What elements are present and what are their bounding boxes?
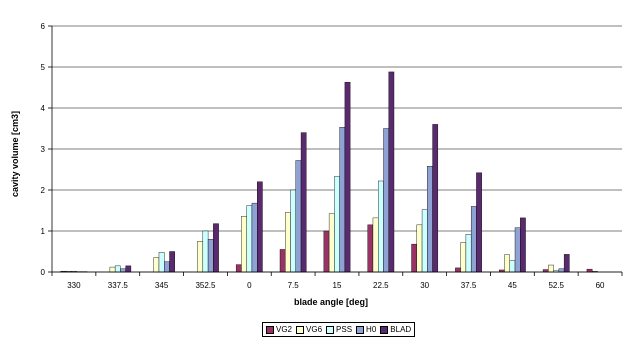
legend-swatch-pss [326, 325, 335, 334]
bar-BLAD-15 [344, 81, 351, 273]
bar-VG6-45 [504, 254, 510, 273]
bar-PSS-7.5 [290, 189, 296, 273]
x-tick-label-345: 345 [155, 281, 169, 290]
bar-VG2-7.5 [279, 249, 286, 273]
legend-item-pss: PSS [326, 325, 352, 334]
bar-H0-37.5 [470, 206, 477, 273]
x-tick-label-15: 15 [333, 281, 342, 290]
x-tick-label-37.5: 37.5 [461, 281, 477, 290]
bar-PSS-345 [158, 252, 165, 273]
bar-VG6-352.5 [197, 241, 204, 273]
bar-VG6-52.5 [548, 264, 554, 273]
bars [60, 71, 598, 273]
bar-BLAD-0 [257, 181, 263, 273]
x-tick-label-52.5: 52.5 [548, 281, 564, 290]
bar-PSS-30 [421, 209, 428, 273]
x-tick-label-337.5: 337.5 [108, 281, 129, 290]
legend-item-h0: H0 [356, 325, 376, 334]
y-tick-label-2: 2 [41, 186, 46, 195]
legend: VG2 VG6 PSS H0 BLAD [262, 322, 416, 337]
x-tick-label-60: 60 [596, 281, 605, 290]
bar-VG6-0 [241, 216, 247, 273]
bar-H0-337.5 [120, 268, 126, 273]
bar-H0-15 [339, 127, 346, 273]
bar-VG6-337.5 [109, 266, 116, 273]
x-tick-label-330: 330 [67, 281, 81, 290]
y-tick-label-1: 1 [41, 227, 46, 236]
x-tick-label-352.5: 352.5 [195, 281, 216, 290]
legend-swatch-vg6 [296, 325, 305, 334]
bar-VG2-22.5 [367, 224, 374, 273]
x-tick-label-45: 45 [508, 281, 517, 290]
bar-VG6-345 [153, 257, 160, 273]
legend-label-blad: BLAD [390, 325, 412, 334]
bar-VG2-60 [586, 268, 593, 273]
bar-PSS-337.5 [114, 265, 121, 273]
bar-H0-30 [427, 166, 433, 273]
y-tick-label-6: 6 [41, 22, 46, 31]
bar-VG6-37.5 [460, 242, 467, 273]
x-tick-label-22.5: 22.5 [373, 281, 389, 290]
bar-BLAD-52.5 [563, 254, 570, 273]
bar-BLAD-22.5 [388, 71, 395, 273]
x-tick-label-30: 30 [420, 281, 429, 290]
bar-BLAD-7.5 [300, 132, 307, 273]
legend-label-vg2: VG2 [276, 325, 293, 334]
bar-PSS-37.5 [465, 234, 472, 273]
bar-BLAD-345 [169, 251, 175, 273]
y-axis-label: cavity volume [cm3] [10, 111, 20, 197]
bar-H0-45 [514, 227, 521, 273]
bar-H0-352.5 [207, 238, 214, 273]
y-tick-label-3: 3 [41, 145, 46, 154]
legend-swatch-h0 [356, 325, 365, 334]
legend-label-pss: PSS [336, 325, 353, 334]
legend-item-blad: BLAD [380, 325, 411, 334]
bar-VG2-0 [235, 264, 242, 273]
legend-label-vg6: VG6 [306, 325, 323, 334]
bar-VG6-7.5 [285, 212, 291, 273]
x-axis-label: blade angle [deg] [294, 297, 368, 307]
y-tick-label-5: 5 [41, 63, 46, 72]
bar-VG2-30 [411, 243, 418, 273]
bar-H0-0 [251, 202, 258, 273]
bar-PSS-45 [509, 260, 516, 273]
bar-H0-22.5 [383, 128, 389, 273]
bar-VG6-22.5 [372, 217, 379, 273]
bar-PSS-0 [246, 205, 253, 273]
legend-item-vg6: VG6 [296, 325, 322, 334]
bar-BLAD-37.5 [476, 172, 482, 273]
bar-BLAD-45 [520, 217, 526, 273]
bar-PSS-352.5 [202, 230, 209, 273]
y-tick-label-0: 0 [41, 268, 46, 277]
bar-VG6-30 [416, 224, 423, 273]
bar-H0-52.5 [558, 268, 565, 273]
bar-BLAD-30 [432, 124, 439, 273]
x-tick-label-0: 0 [247, 281, 252, 290]
legend-item-vg2: VG2 [266, 325, 292, 334]
bar-H0-345 [164, 261, 170, 273]
bar-VG6-15 [328, 213, 335, 273]
bar-BLAD-337.5 [125, 265, 132, 273]
bar-H0-7.5 [295, 160, 302, 273]
legend-label-h0: H0 [366, 325, 377, 334]
legend-swatch-blad [380, 325, 389, 334]
bar-VG2-37.5 [455, 267, 461, 273]
x-tick-label-7.5: 7.5 [288, 281, 300, 290]
bar-BLAD-352.5 [213, 223, 219, 273]
bar-VG2-15 [323, 230, 330, 273]
bar-PSS-22.5 [378, 180, 384, 273]
legend-swatch-vg2 [266, 325, 274, 334]
bar-PSS-15 [334, 176, 340, 273]
y-tick-label-4: 4 [41, 104, 46, 113]
